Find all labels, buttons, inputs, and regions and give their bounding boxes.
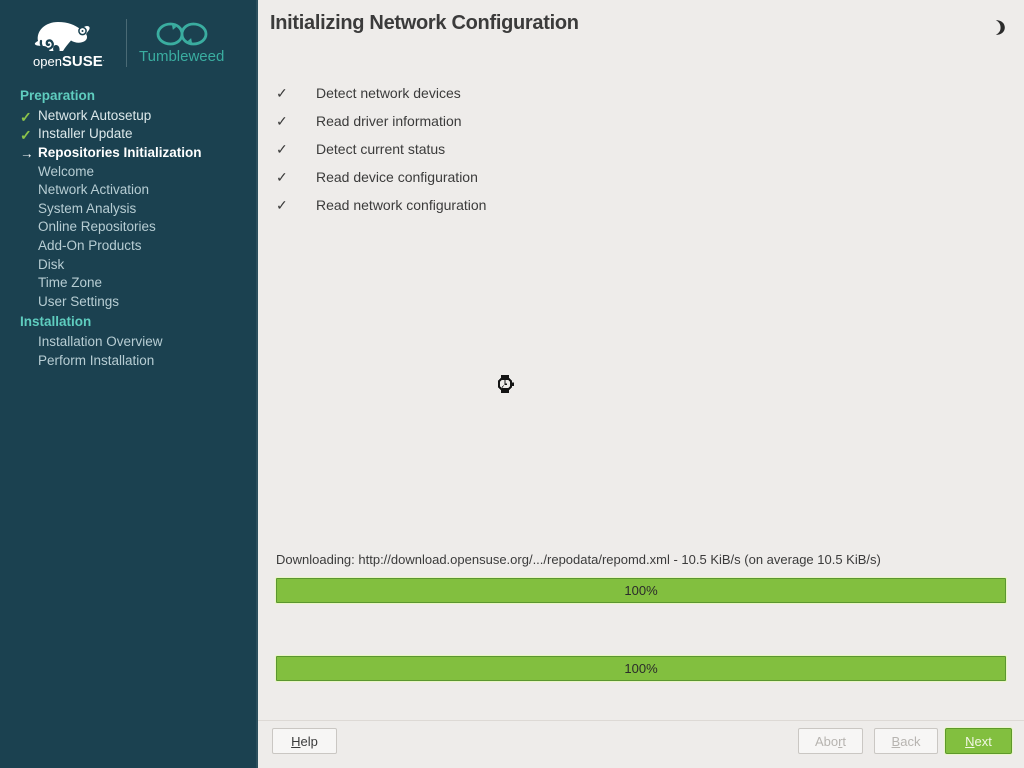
svg-text:openSUSE.: openSUSE. [33,53,105,70]
